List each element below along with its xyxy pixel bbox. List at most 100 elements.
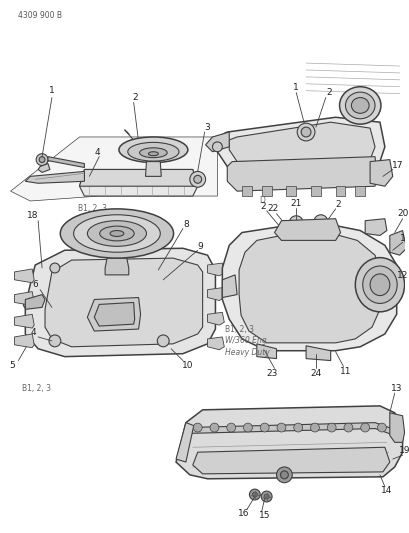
Circle shape bbox=[310, 423, 319, 432]
Ellipse shape bbox=[339, 87, 380, 124]
Polygon shape bbox=[79, 169, 197, 186]
Text: Heavy Duty: Heavy Duty bbox=[225, 348, 270, 357]
Text: 23: 23 bbox=[265, 369, 276, 378]
Circle shape bbox=[50, 263, 60, 273]
Circle shape bbox=[297, 123, 314, 141]
Text: 2: 2 bbox=[259, 203, 265, 212]
Text: 16: 16 bbox=[238, 509, 249, 518]
Polygon shape bbox=[25, 172, 84, 183]
Text: B1, 2, 3: B1, 2, 3 bbox=[77, 204, 106, 213]
Text: 12: 12 bbox=[396, 271, 407, 280]
Ellipse shape bbox=[369, 274, 389, 296]
Polygon shape bbox=[222, 275, 236, 297]
Polygon shape bbox=[11, 137, 217, 201]
Text: 7: 7 bbox=[118, 209, 124, 219]
Polygon shape bbox=[14, 269, 34, 282]
Text: 8: 8 bbox=[182, 220, 188, 229]
Text: D: D bbox=[258, 197, 264, 206]
Circle shape bbox=[360, 423, 369, 432]
Ellipse shape bbox=[351, 98, 368, 114]
Text: 2: 2 bbox=[335, 200, 341, 209]
Polygon shape bbox=[222, 225, 396, 351]
Ellipse shape bbox=[148, 152, 158, 156]
Ellipse shape bbox=[345, 92, 374, 119]
Circle shape bbox=[343, 423, 352, 432]
Circle shape bbox=[157, 335, 169, 347]
Polygon shape bbox=[229, 122, 374, 164]
Polygon shape bbox=[25, 248, 215, 357]
Polygon shape bbox=[145, 161, 161, 176]
Polygon shape bbox=[207, 263, 224, 276]
Circle shape bbox=[193, 423, 202, 432]
Text: B1, 2, 3: B1, 2, 3 bbox=[22, 384, 51, 393]
Polygon shape bbox=[227, 157, 376, 191]
Circle shape bbox=[209, 423, 218, 432]
Text: 22: 22 bbox=[266, 204, 278, 213]
Circle shape bbox=[276, 467, 292, 483]
Text: 4309 900 B: 4309 900 B bbox=[18, 11, 62, 20]
Polygon shape bbox=[192, 447, 389, 474]
Circle shape bbox=[249, 489, 260, 500]
Text: 1: 1 bbox=[292, 83, 299, 92]
Text: B1, 2, 3: B1, 2, 3 bbox=[225, 325, 254, 334]
Polygon shape bbox=[285, 186, 295, 196]
Circle shape bbox=[293, 423, 302, 432]
Circle shape bbox=[326, 423, 335, 432]
Text: 9: 9 bbox=[197, 242, 203, 251]
Text: 4: 4 bbox=[30, 327, 36, 336]
Text: 10: 10 bbox=[182, 361, 193, 370]
Text: 5: 5 bbox=[10, 361, 16, 370]
Circle shape bbox=[313, 215, 327, 229]
Ellipse shape bbox=[99, 226, 134, 241]
Polygon shape bbox=[48, 157, 84, 167]
Polygon shape bbox=[14, 314, 34, 328]
Polygon shape bbox=[79, 169, 197, 196]
Circle shape bbox=[260, 423, 268, 432]
Text: 2: 2 bbox=[325, 88, 331, 97]
Polygon shape bbox=[389, 413, 404, 442]
Text: 1: 1 bbox=[399, 234, 405, 243]
Circle shape bbox=[212, 142, 222, 152]
Polygon shape bbox=[310, 186, 320, 196]
Polygon shape bbox=[261, 186, 271, 196]
Ellipse shape bbox=[87, 221, 146, 246]
Polygon shape bbox=[306, 346, 330, 361]
Circle shape bbox=[289, 216, 302, 230]
Circle shape bbox=[243, 423, 252, 432]
Polygon shape bbox=[207, 337, 224, 350]
Polygon shape bbox=[369, 159, 392, 186]
Ellipse shape bbox=[110, 231, 124, 237]
Polygon shape bbox=[205, 132, 229, 152]
Circle shape bbox=[189, 172, 205, 187]
Circle shape bbox=[36, 154, 48, 166]
Text: 20: 20 bbox=[396, 209, 407, 219]
Text: 17: 17 bbox=[391, 161, 402, 170]
Polygon shape bbox=[238, 235, 379, 343]
Polygon shape bbox=[105, 258, 128, 275]
Polygon shape bbox=[274, 219, 340, 240]
Circle shape bbox=[252, 492, 257, 497]
Polygon shape bbox=[335, 186, 345, 196]
Circle shape bbox=[263, 494, 268, 499]
Text: 2: 2 bbox=[133, 93, 138, 102]
Polygon shape bbox=[207, 288, 224, 301]
Ellipse shape bbox=[362, 266, 396, 303]
Text: 14: 14 bbox=[380, 486, 391, 495]
Polygon shape bbox=[87, 297, 140, 331]
Text: 1: 1 bbox=[49, 86, 55, 95]
Polygon shape bbox=[94, 302, 134, 326]
Ellipse shape bbox=[355, 257, 404, 312]
Polygon shape bbox=[241, 186, 251, 196]
Polygon shape bbox=[25, 295, 45, 309]
Polygon shape bbox=[217, 117, 384, 166]
Polygon shape bbox=[38, 164, 50, 172]
Circle shape bbox=[226, 423, 235, 432]
Text: 15: 15 bbox=[258, 511, 270, 520]
Ellipse shape bbox=[128, 142, 179, 161]
Circle shape bbox=[193, 175, 201, 183]
Text: 4: 4 bbox=[94, 148, 100, 157]
Circle shape bbox=[276, 423, 285, 432]
Polygon shape bbox=[364, 219, 386, 236]
Ellipse shape bbox=[60, 209, 173, 258]
Polygon shape bbox=[355, 186, 364, 196]
